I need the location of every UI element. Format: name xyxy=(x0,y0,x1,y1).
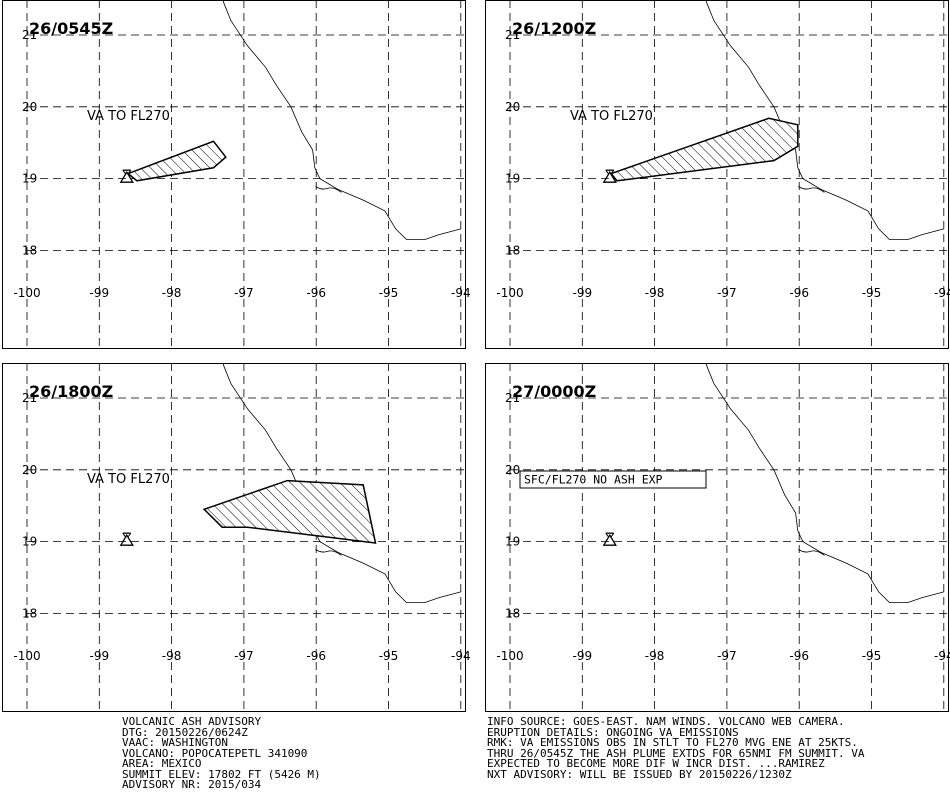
latitude-tick-label: 20 xyxy=(22,100,37,114)
longitude-tick-label: -95 xyxy=(862,649,882,663)
longitude-tick-label: -95 xyxy=(379,649,399,663)
latitude-tick-label: 21 xyxy=(505,28,520,42)
longitude-tick-label: -94 xyxy=(934,286,950,300)
advisory-line: AREA: MEXICO xyxy=(122,757,202,770)
longitude-tick-label: -94 xyxy=(451,286,471,300)
map-content xyxy=(26,0,465,348)
volcano-icon xyxy=(602,532,617,546)
advisory-line: VAAC: WASHINGTON xyxy=(122,736,228,749)
longitude-tick-label: -98 xyxy=(162,286,182,300)
advisory-remarks-text: INFO SOURCE: GOES-EAST. NAM WINDS. VOLCA… xyxy=(487,715,865,781)
longitude-tick-label: -96 xyxy=(306,649,326,663)
ash-level-label: VA TO FL270 xyxy=(87,109,170,124)
longitude-tick-label: -98 xyxy=(645,286,665,300)
panel-valid-time-title: 27/0000Z xyxy=(512,382,596,401)
coastline xyxy=(705,363,944,604)
latitude-tick-label: 21 xyxy=(505,391,520,405)
longitude-tick-label: -100 xyxy=(13,649,40,663)
longitude-tick-label: -98 xyxy=(645,649,665,663)
panel-valid-time-title: 26/1200Z xyxy=(512,19,596,38)
ash-level-label: VA TO FL270 xyxy=(87,472,170,487)
map-panel: -100 -99 -98 -97 -96 -95 -94 21 20 19 18 27/0000Z SF… xyxy=(485,363,950,712)
latitude-tick-label: 18 xyxy=(22,243,37,257)
latitude-tick-label: 18 xyxy=(505,606,520,620)
advisory-line: INFO SOURCE: GOES-EAST. NAM WINDS. VOLCA… xyxy=(487,715,845,728)
advisory-line: VOLCANO: POPOCATEPETL 341090 xyxy=(122,746,308,760)
volcano-icon xyxy=(602,169,617,183)
lagoon-outline xyxy=(798,186,825,193)
longitude-tick-label: -97 xyxy=(234,286,254,300)
map-panel: -100 -99 -98 -97 -96 -95 -94 21 20 19 18 26/0545Z VA… xyxy=(2,0,471,349)
map-panel: -100 -99 -98 -97 -96 -95 -94 21 20 19 18 26/1200Z VA… xyxy=(485,0,950,349)
latitude-tick-label: 18 xyxy=(22,606,37,620)
panel-valid-time-title: 26/1800Z xyxy=(29,382,113,401)
advisory-line: NXT ADVISORY: WILL BE ISSUED BY 20150226… xyxy=(487,767,792,781)
longitude-tick-label: -97 xyxy=(717,286,737,300)
latitude-tick-label: 20 xyxy=(505,100,520,114)
advisory-line: THRU 26/0545Z THE ASH PLUME EXTDS FOR 65… xyxy=(487,746,865,760)
latitude-tick-label: 19 xyxy=(22,535,37,549)
latitude-tick-label: 21 xyxy=(22,391,37,405)
advisory-line: ERUPTION DETAILS: ONGOING VA EMISSIONS xyxy=(487,725,739,739)
longitude-tick-label: -96 xyxy=(789,649,809,663)
lagoon-outline xyxy=(315,549,342,556)
longitude-tick-label: -94 xyxy=(934,649,950,663)
longitude-tick-label: -95 xyxy=(379,286,399,300)
forecast-panels: -100 -99 -98 -97 -96 -95 -94 21 20 19 18 26/0545Z VA… xyxy=(2,0,950,712)
label-box xyxy=(519,470,707,489)
latitude-tick-label: 19 xyxy=(505,172,520,186)
map-content xyxy=(509,363,948,711)
volcano-icon xyxy=(119,532,134,546)
latitude-tick-label: 19 xyxy=(505,535,520,549)
advisory-line: DTG: 20150226/0624Z xyxy=(122,725,248,739)
longitude-tick-label: -99 xyxy=(572,286,592,300)
advisory-line: RMK: VA EMISSIONS OBS IN STLT TO FL270 M… xyxy=(487,736,858,749)
longitude-tick-label: -97 xyxy=(234,649,254,663)
ash-cloud-polygon xyxy=(202,479,377,544)
latitude-tick-label: 20 xyxy=(22,463,37,477)
longitude-tick-label: -100 xyxy=(496,649,523,663)
longitude-tick-label: -99 xyxy=(572,649,592,663)
ash-cloud-polygon xyxy=(126,140,227,182)
longitude-tick-label: -94 xyxy=(451,649,471,663)
coastline xyxy=(222,0,461,241)
longitude-tick-label: -99 xyxy=(89,286,109,300)
longitude-tick-label: -100 xyxy=(13,286,40,300)
longitude-tick-label: -98 xyxy=(162,649,182,663)
latitude-tick-label: 21 xyxy=(22,28,37,42)
latitude-tick-label: 19 xyxy=(22,172,37,186)
longitude-tick-label: -100 xyxy=(496,286,523,300)
panel-valid-time-title: 26/0545Z xyxy=(29,19,113,38)
longitude-tick-label: -95 xyxy=(862,286,882,300)
ash-level-label: VA TO FL270 xyxy=(570,109,653,124)
map-content xyxy=(26,363,465,711)
advisory-line: EXPECTED TO BECOME MORE DIF W INCR DIST.… xyxy=(487,757,825,770)
latitude-tick-label: 20 xyxy=(505,463,520,477)
longitude-tick-label: -99 xyxy=(89,649,109,663)
longitude-tick-label: -96 xyxy=(789,286,809,300)
lagoon-outline xyxy=(315,186,342,193)
ash-cloud-polygon xyxy=(609,117,799,182)
advisory-line: VOLCANIC ASH ADVISORY xyxy=(122,715,262,728)
map-panel: -100 -99 -98 -97 -96 -95 -94 21 20 19 18 26/1800Z VA… xyxy=(2,363,471,712)
volcano-icon xyxy=(119,169,134,183)
advisory-line: SUMMIT ELEV: 17802 FT (5426 M) xyxy=(122,767,321,781)
advisory-line: ADVISORY NR: 2015/034 xyxy=(122,778,262,791)
ash-level-label: SFC/FL270 NO ASH EXP xyxy=(524,473,663,487)
coastline xyxy=(705,0,944,241)
longitude-tick-label: -97 xyxy=(717,649,737,663)
latitude-tick-label: 18 xyxy=(505,243,520,257)
lagoon-outline xyxy=(798,549,825,556)
longitude-tick-label: -96 xyxy=(306,286,326,300)
advisory-header-text: VOLCANIC ASH ADVISORY DTG: 20150226/0624Z… xyxy=(122,715,321,791)
map-content xyxy=(509,0,948,348)
